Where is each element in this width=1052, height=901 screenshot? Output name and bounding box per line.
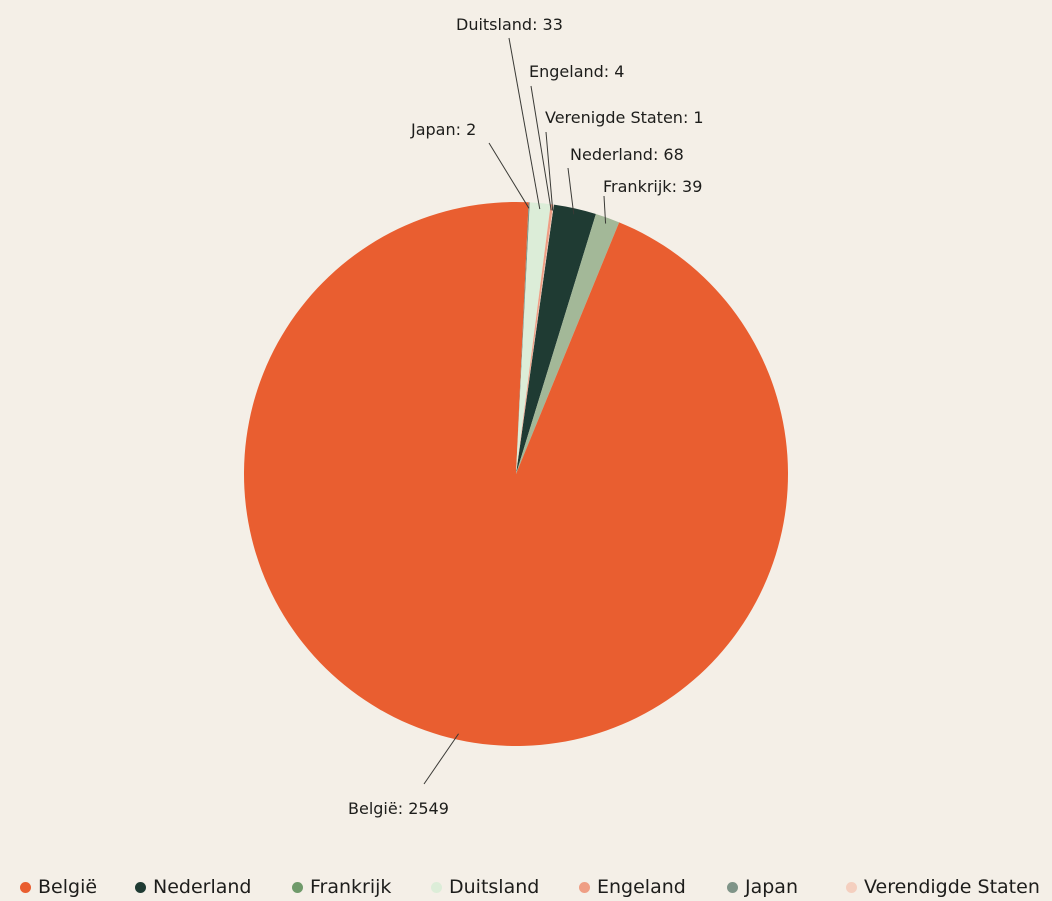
slice-engeland[interactable] [516, 204, 554, 475]
leader-line-engeland [530, 85, 552, 211]
legend-dot [579, 881, 590, 893]
legend-item-belgie[interactable]: België [20, 874, 97, 900]
legend-dot [292, 881, 303, 893]
slice-frankrijk[interactable] [516, 213, 620, 474]
data-label-belgie: België: 2549 [348, 799, 449, 818]
legend: België Nederland Frankrijk Duitsland Eng… [0, 874, 1052, 900]
legend-label: Duitsland [449, 876, 540, 898]
data-label-japan: Japan: 2 [410, 120, 476, 139]
legend-item-duitsland[interactable]: Duitsland [431, 874, 539, 900]
legend-item-engeland[interactable]: Engeland [579, 874, 686, 900]
legend-label: Frankrijk [310, 876, 392, 898]
slice-japan[interactable] [516, 202, 530, 475]
leader-line-verenigde-staten [545, 131, 554, 211]
data-label-engeland: Engeland: 4 [529, 62, 624, 81]
legend-dot [846, 881, 857, 893]
legend-dot [20, 881, 31, 893]
legend-label: Verendigde Staten [864, 876, 1040, 898]
leader-line-japan [488, 142, 530, 209]
legend-label: Japan [745, 876, 798, 898]
leader-line-belgie [423, 733, 459, 785]
slice-duitsland[interactable] [516, 202, 551, 475]
leader-line-duitsland [508, 37, 541, 210]
slice-verenigde-staten[interactable] [516, 204, 554, 474]
legend-label: België [38, 876, 98, 898]
data-label-duitsland: Duitsland: 33 [456, 15, 563, 34]
legend-label: Engeland [597, 876, 686, 898]
legend-item-verenigde-staten[interactable]: Verendigde Staten [846, 874, 1040, 900]
data-label-nederland: Nederland: 68 [570, 145, 684, 164]
data-label-frankrijk: Frankrijk: 39 [603, 177, 702, 196]
slice-nederland[interactable] [516, 204, 596, 474]
data-label-verenigde-staten: Verenigde Staten: 1 [545, 108, 704, 127]
slice-labels: Nederland: 68 Frankrijk: 39 België: 2549 Ja… [348, 15, 704, 818]
leader-line-nederland [567, 167, 575, 215]
legend-dot [727, 881, 738, 893]
label-leader-lines [423, 37, 607, 785]
pie-slices [243, 201, 788, 746]
legend-item-japan[interactable]: Japan [727, 874, 798, 900]
legend-dot [431, 881, 442, 893]
pie-chart: Nederland: 68 Frankrijk: 39 België: 2549 Ja… [243, 15, 788, 818]
legend-item-frankrijk[interactable]: Frankrijk [292, 874, 391, 900]
leader-line-frankrijk [603, 195, 607, 224]
legend-dot [135, 881, 146, 893]
legend-label: Nederland [153, 876, 252, 898]
legend-item-nederland[interactable]: Nederland [135, 874, 252, 900]
